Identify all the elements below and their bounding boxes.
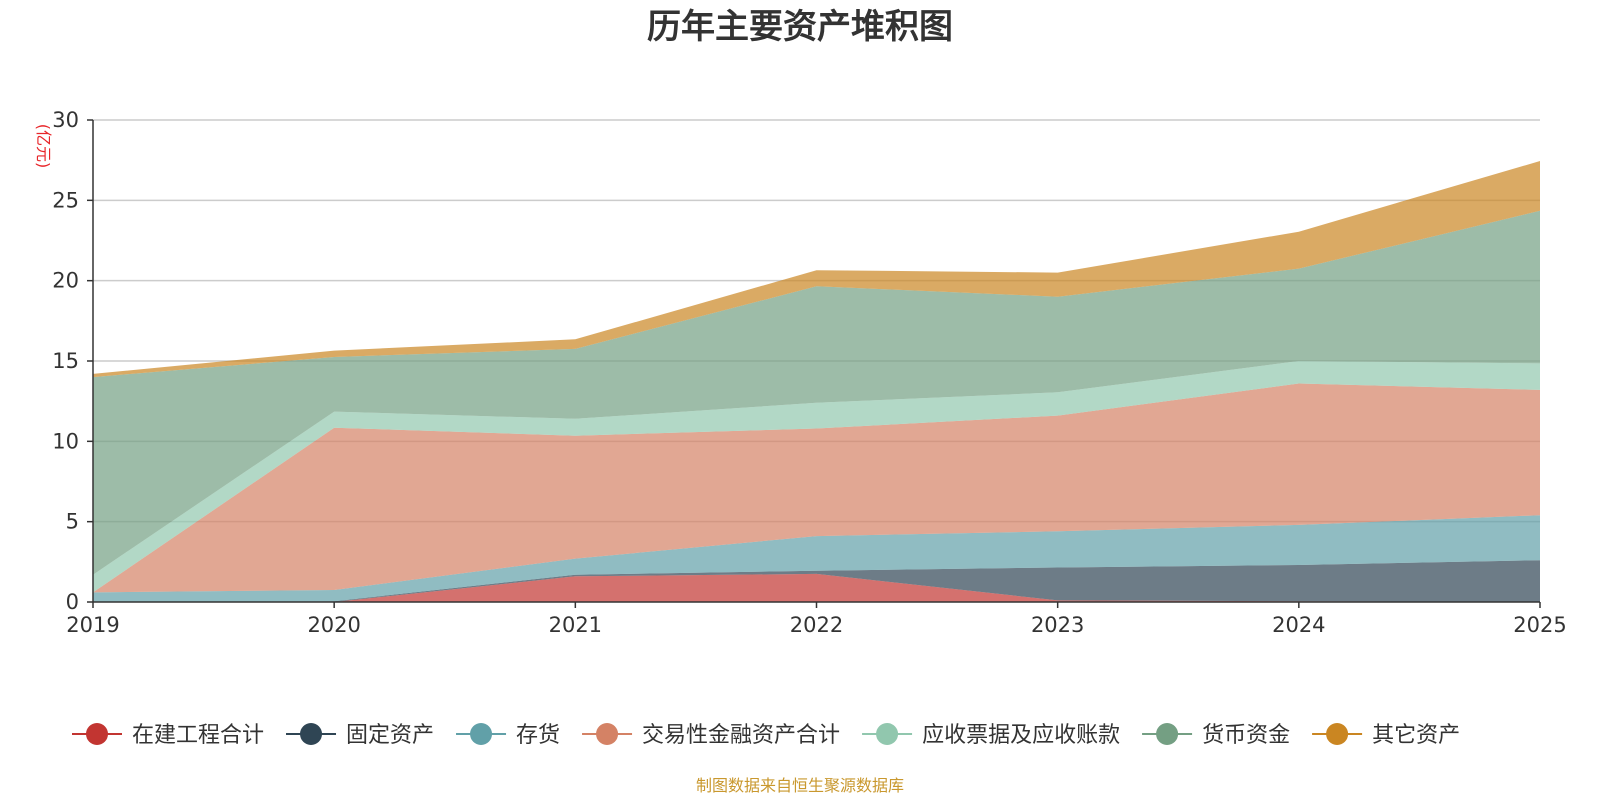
area-series-6	[93, 161, 1540, 378]
legend-circle-marker	[470, 723, 493, 745]
y-axis-unit-label: (亿元)	[34, 124, 53, 169]
legend-label: 其它资产	[1372, 723, 1460, 748]
y-tick-label: 20	[52, 269, 79, 293]
area-series-group	[93, 161, 1540, 602]
area-series-0	[93, 573, 1540, 602]
x-tick-label: 2019	[66, 613, 119, 637]
legend-label: 货币资金	[1202, 723, 1290, 748]
area-series-1	[93, 560, 1540, 602]
legend-circle-marker	[1326, 723, 1349, 745]
y-tick-label: 30	[52, 108, 79, 132]
x-tick-label: 2024	[1272, 613, 1325, 637]
legend-item-0[interactable]: 在建工程合计	[72, 723, 264, 748]
legend-circle-marker	[596, 723, 619, 745]
y-tick-label: 25	[52, 188, 79, 212]
legend-label: 交易性金融资产合计	[642, 723, 840, 748]
y-tick-label: 15	[52, 349, 79, 373]
legend-item-6[interactable]: 其它资产	[1312, 723, 1460, 748]
x-tick-label: 2023	[1031, 613, 1084, 637]
area-series-3	[93, 383, 1540, 593]
legend-label: 固定资产	[346, 723, 434, 748]
legend-circle-marker	[300, 723, 323, 745]
legend-item-5[interactable]: 货币资金	[1142, 723, 1290, 748]
legend[interactable]: 在建工程合计 固定资产 存货 交易性金融资产合计 应收票据及应收账款 货币资金 其它资产	[72, 723, 1460, 748]
x-tick-label: 2020	[307, 613, 360, 637]
x-tick-label: 2025	[1513, 613, 1566, 637]
legend-label: 应收票据及应收账款	[922, 723, 1120, 748]
legend-item-2[interactable]: 存货	[456, 723, 560, 748]
legend-circle-marker	[876, 723, 899, 745]
y-tick-label: 5	[66, 510, 79, 534]
x-tick-label: 2021	[549, 613, 602, 637]
legend-circle-marker	[86, 723, 108, 745]
y-tick-label: 0	[66, 590, 79, 614]
area-series-5	[93, 210, 1540, 575]
chart-title: 历年主要资产堆积图	[647, 7, 953, 47]
legend-label: 存货	[516, 723, 560, 748]
legend-item-4[interactable]: 应收票据及应收账款	[862, 723, 1120, 748]
source-note: 制图数据来自恒生聚源数据库	[696, 776, 904, 795]
legend-circle-marker	[1156, 723, 1179, 745]
x-tick-label: 2022	[790, 613, 843, 637]
legend-label: 在建工程合计	[132, 723, 264, 748]
legend-item-3[interactable]: 交易性金融资产合计	[582, 723, 840, 748]
legend-item-1[interactable]: 固定资产	[286, 723, 434, 748]
y-tick-label: 10	[52, 429, 79, 453]
area-series-4	[93, 361, 1540, 593]
area-series-2	[93, 515, 1540, 602]
